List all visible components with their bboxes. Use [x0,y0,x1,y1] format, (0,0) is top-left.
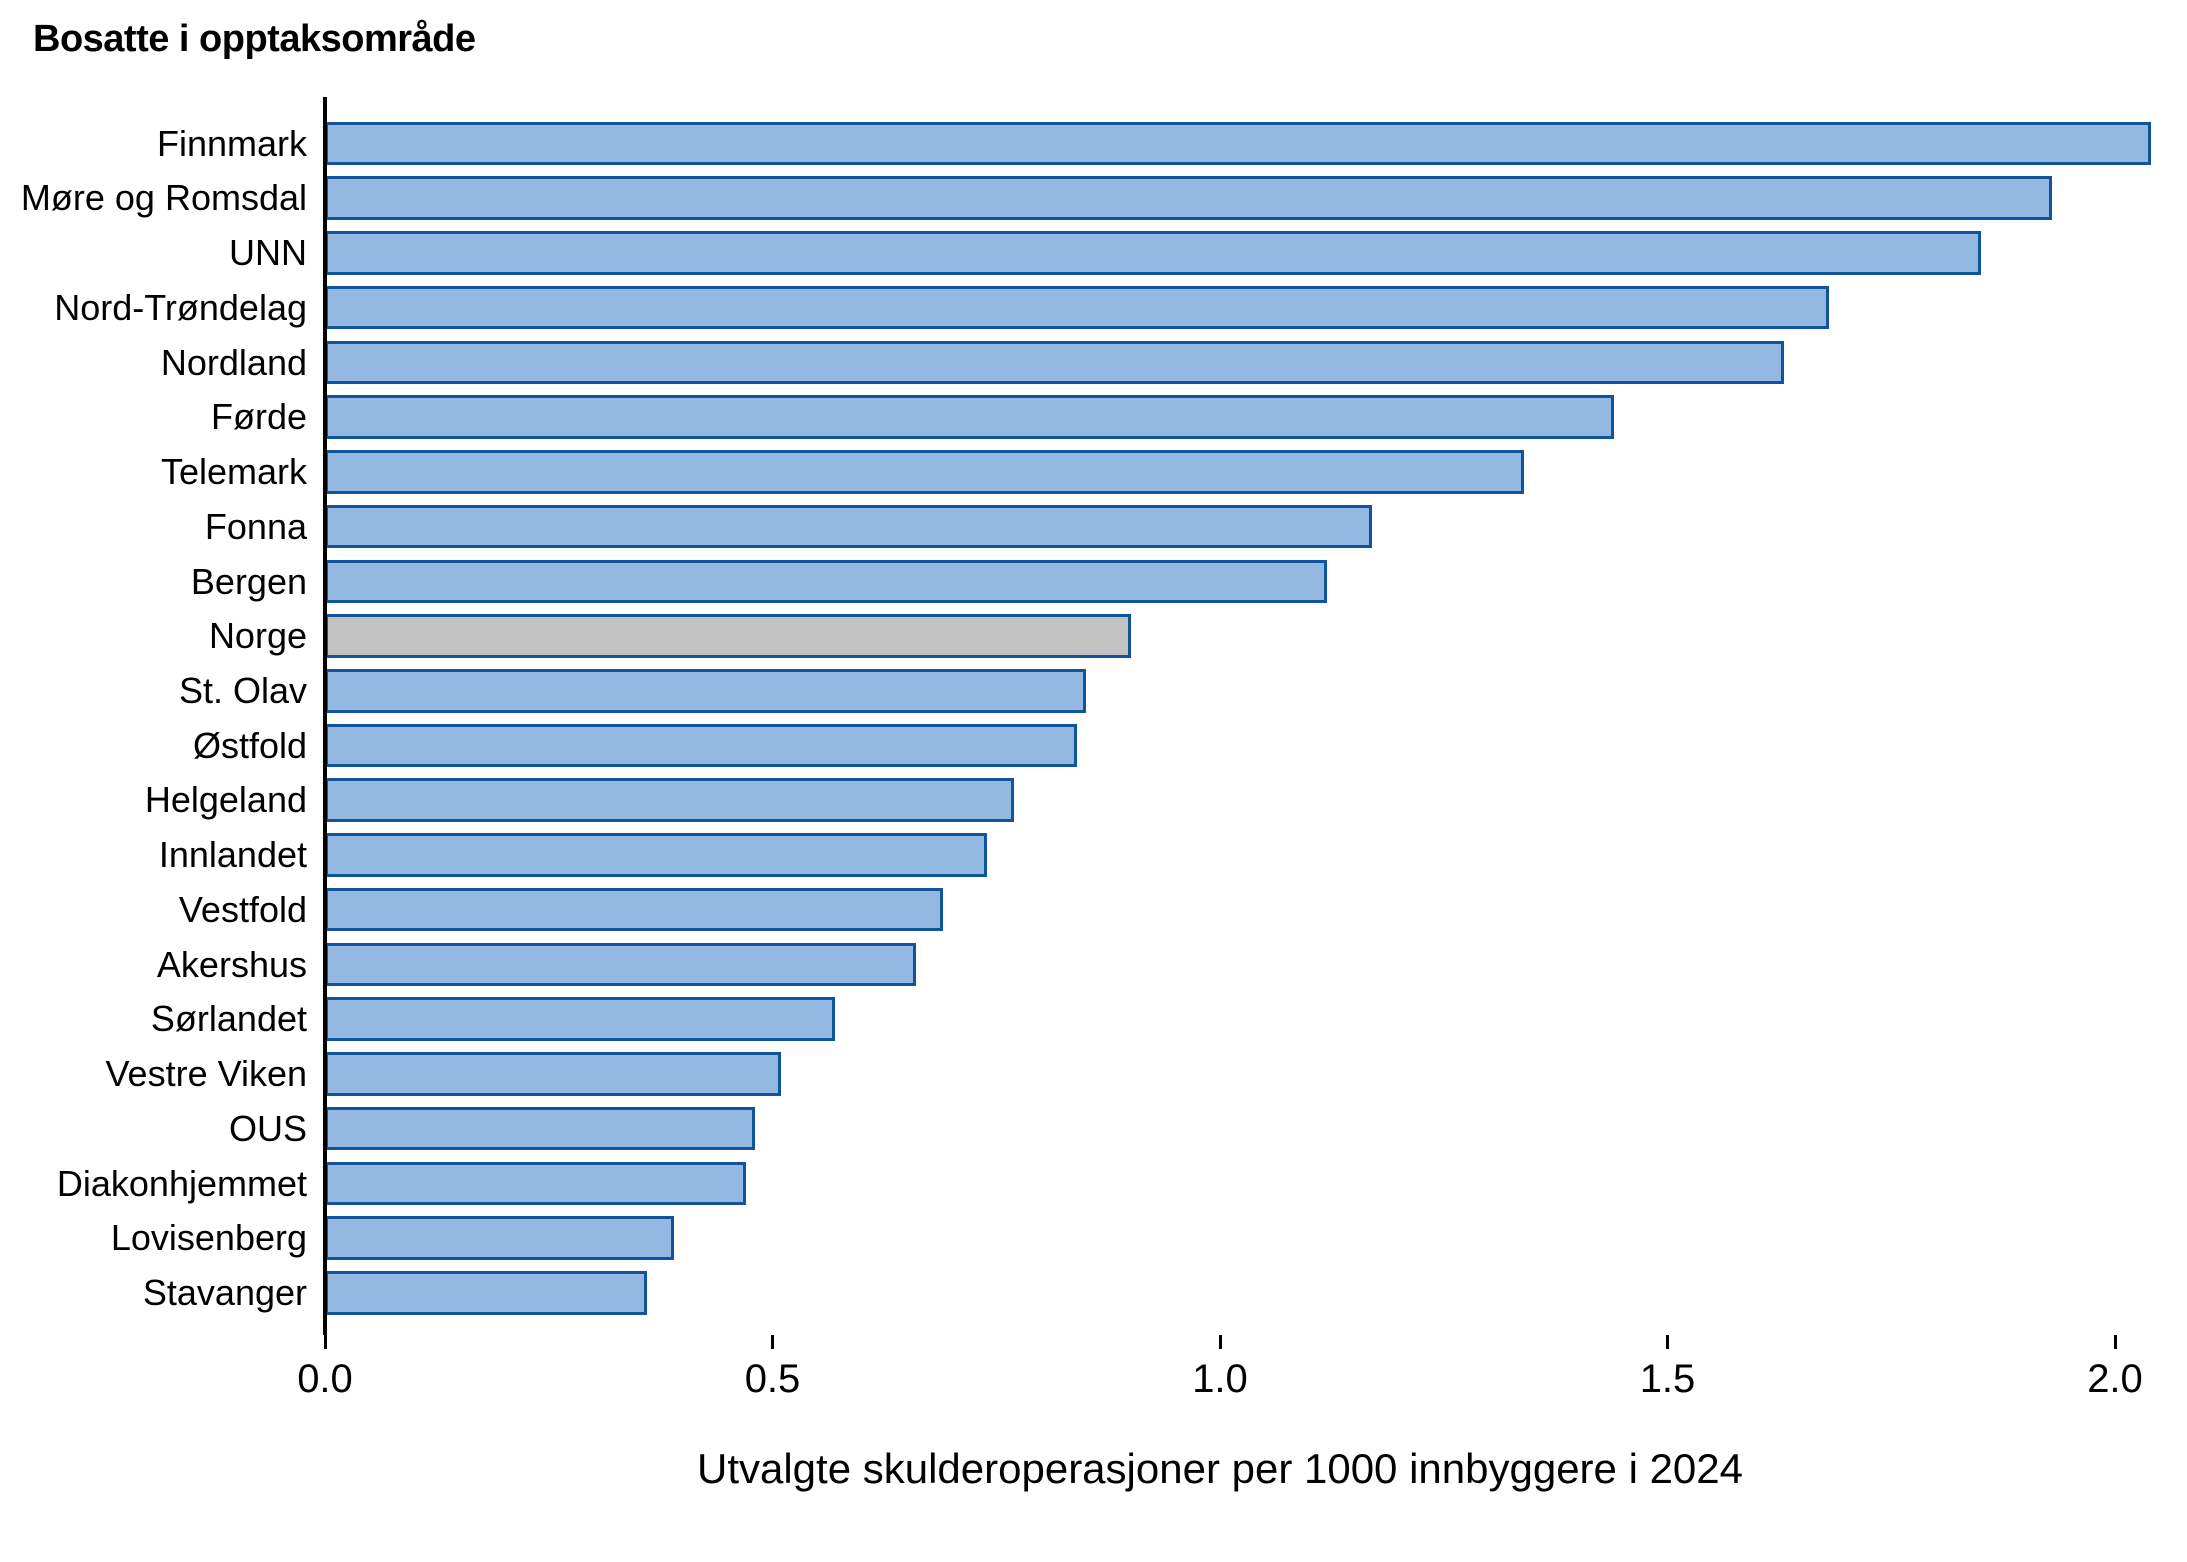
bar-nordland [325,340,1784,385]
y-tick-label-akershus: Akershus [156,943,307,985]
bar-unn [325,231,1981,275]
x-tick-mark-0.0 [323,1335,327,1349]
x-tick-mark-1.0 [1218,1335,1222,1349]
x-tick-label-2.0: 2.0 [2087,1357,2143,1401]
bar-vestre-viken [325,1052,782,1096]
y-tick-label-stfold: Østfold [192,724,307,766]
bar-stfold [325,723,1077,768]
y-tick-label-nordland: Nordland [160,341,307,383]
bar-fonna [325,504,1373,549]
x-axis-label: Utvalgte skulderoperasjoner per 1000 inn… [696,1445,1744,1492]
y-tick-label-ous: OUS [228,1107,307,1149]
y-tick-label-nord-tr-ndelag: Nord-Trøndelag [54,286,307,328]
bar-akershus [325,942,916,987]
x-tick-label-1.5: 1.5 [1639,1357,1696,1401]
y-tick-label-vestfold: Vestfold [178,888,307,930]
bar-s-rlandet [325,997,836,1041]
y-tick-label-vestre-viken: Vestre Viken [105,1053,307,1095]
bar-st-olav [325,669,1086,713]
bar-innlandet [325,833,988,877]
bar-finnmark [325,121,2151,166]
x-tick-label-0.5: 0.5 [744,1357,801,1401]
bar-telemark [325,450,1525,494]
y-tick-label-finnmark: Finnmark [156,122,307,164]
y-tick-label-norge: Norge [208,615,307,657]
bar-lovisenberg [325,1216,675,1260]
x-tick-mark-0.5 [771,1335,774,1349]
x-tick-mark-1.5 [1666,1335,1669,1349]
bar-ous [325,1106,755,1151]
y-tick-label-helgeland: Helgeland [144,779,307,821]
bar-diakonhjemmet [325,1161,746,1206]
x-tick-label-0.0: 0.0 [297,1357,353,1401]
bar-helgeland [325,778,1015,822]
y-tick-label-bergen: Bergen [190,560,307,602]
y-tick-label-stavanger: Stavanger [142,1272,307,1314]
y-tick-label-m-re-og-romsdal: Møre og Romsdal [20,177,307,219]
bar-norge [325,614,1131,658]
bar-m-re-og-romsdal [325,176,2053,220]
y-tick-label-s-rlandet: Sørlandet [150,998,307,1040]
y-tick-label-lovisenberg: Lovisenberg [110,1217,307,1259]
x-tick-mark-2.0 [2113,1335,2117,1349]
bar-bergen [325,559,1328,604]
chart-title: Bosatte i opptaksområde [33,18,476,60]
y-tick-label-f-rde: Førde [210,396,307,438]
y-tick-label-st-olav: St. Olav [178,670,307,711]
y-tick-label-unn: UNN [229,232,307,274]
y-tick-label-innlandet: Innlandet [158,834,307,876]
bar-stavanger [325,1271,648,1315]
x-tick-label-1.0: 1.0 [1192,1357,1248,1401]
bar-f-rde [325,395,1614,439]
y-tick-label-telemark: Telemark [160,451,307,493]
y-axis-line [323,97,327,1335]
bar-nord-tr-ndelag [325,285,1829,330]
bar-vestfold [325,887,943,932]
y-tick-label-diakonhjemmet: Diakonhjemmet [56,1162,307,1204]
y-tick-label-fonna: Fonna [204,505,307,547]
